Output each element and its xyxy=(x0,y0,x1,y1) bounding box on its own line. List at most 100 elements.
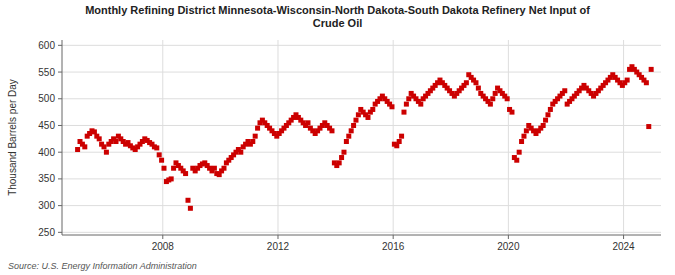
point xyxy=(305,120,310,125)
point xyxy=(250,139,255,144)
point xyxy=(349,128,354,133)
point xyxy=(82,144,87,149)
y-grid-line xyxy=(62,205,661,206)
point xyxy=(104,150,109,155)
point xyxy=(548,107,553,112)
point xyxy=(524,128,529,133)
point xyxy=(646,124,651,129)
point xyxy=(514,158,519,163)
point xyxy=(351,123,356,128)
point xyxy=(488,102,493,107)
point xyxy=(185,198,190,203)
x-tick xyxy=(393,235,394,239)
x-grid-line xyxy=(162,40,163,235)
point xyxy=(171,166,176,171)
x-tick-label: 2020 xyxy=(497,241,520,252)
chart-svg: Monthly Refining District Minnesota-Wisc… xyxy=(0,0,675,275)
y-grid-line xyxy=(62,232,661,233)
point xyxy=(399,134,404,139)
y-tick-label: 500 xyxy=(38,93,55,104)
title-line: Crude Oil xyxy=(313,17,363,29)
chart-container: Monthly Refining District Minnesota-Wisc… xyxy=(0,0,675,275)
x-grid-line xyxy=(508,40,509,235)
point xyxy=(188,206,193,211)
y-tick-label: 350 xyxy=(38,173,55,184)
point xyxy=(101,144,106,149)
x-tick-label: 2012 xyxy=(267,241,290,252)
point xyxy=(92,129,97,134)
point xyxy=(521,134,526,139)
point xyxy=(562,88,567,93)
points xyxy=(75,64,654,211)
point xyxy=(161,166,166,171)
point xyxy=(517,150,522,155)
point xyxy=(157,152,162,157)
point xyxy=(404,102,409,107)
x-grid-line xyxy=(393,40,394,235)
y-tick-label: 600 xyxy=(38,40,55,51)
point xyxy=(337,160,342,165)
y-tick xyxy=(58,152,62,153)
y-tick-label: 550 xyxy=(38,67,55,78)
x-tick-label: 2024 xyxy=(612,241,635,252)
point xyxy=(238,150,243,155)
point xyxy=(97,136,102,141)
point xyxy=(353,118,358,123)
point xyxy=(401,110,406,115)
y-grid-line xyxy=(62,72,661,73)
point xyxy=(253,134,258,139)
y-axis-line xyxy=(62,40,63,235)
y-tick xyxy=(58,72,62,73)
source-note: Source: U.S. Energy Information Administ… xyxy=(8,261,197,271)
y-tick xyxy=(58,178,62,179)
title: Monthly Refining District Minnesota-Wisc… xyxy=(85,4,590,29)
y-grid-line xyxy=(62,45,661,46)
title-line: Monthly Refining District Minnesota-Wisc… xyxy=(85,4,590,16)
point xyxy=(394,143,399,148)
point xyxy=(493,91,498,96)
point xyxy=(255,126,260,131)
point xyxy=(370,107,375,112)
x-tick xyxy=(277,235,278,239)
point xyxy=(389,104,394,109)
x-tick-label: 2008 xyxy=(152,241,175,252)
point xyxy=(329,128,334,133)
point xyxy=(346,134,351,139)
point xyxy=(75,147,80,152)
point xyxy=(644,80,649,85)
point xyxy=(418,102,423,107)
point xyxy=(183,171,188,176)
point xyxy=(649,67,654,72)
point xyxy=(356,112,361,117)
point xyxy=(365,115,370,120)
y-tick xyxy=(58,125,62,126)
axes: 2503003504004505005506002008201220162020… xyxy=(38,40,661,252)
point xyxy=(519,139,524,144)
point xyxy=(159,158,164,163)
y-tick xyxy=(58,98,62,99)
point xyxy=(509,110,514,115)
point xyxy=(212,166,217,171)
y-tick-label: 450 xyxy=(38,120,55,131)
point xyxy=(476,86,481,91)
y-grid-line xyxy=(62,125,661,126)
point xyxy=(505,96,510,101)
x-tick xyxy=(508,235,509,239)
y-tick-label: 400 xyxy=(38,147,55,158)
y-tick-label: 250 xyxy=(38,227,55,238)
y-tick-label: 300 xyxy=(38,200,55,211)
x-axis-line xyxy=(62,235,661,236)
y-tick xyxy=(58,45,62,46)
point xyxy=(169,176,174,181)
point xyxy=(344,139,349,144)
y-tick xyxy=(58,205,62,206)
y-axis-label: Thousand Barrels per Day xyxy=(7,79,18,196)
point xyxy=(490,96,495,101)
point xyxy=(341,150,346,155)
x-tick xyxy=(623,235,624,239)
point xyxy=(339,155,344,160)
grid xyxy=(62,40,661,235)
point xyxy=(541,123,546,128)
point xyxy=(397,139,402,144)
point xyxy=(543,118,548,123)
